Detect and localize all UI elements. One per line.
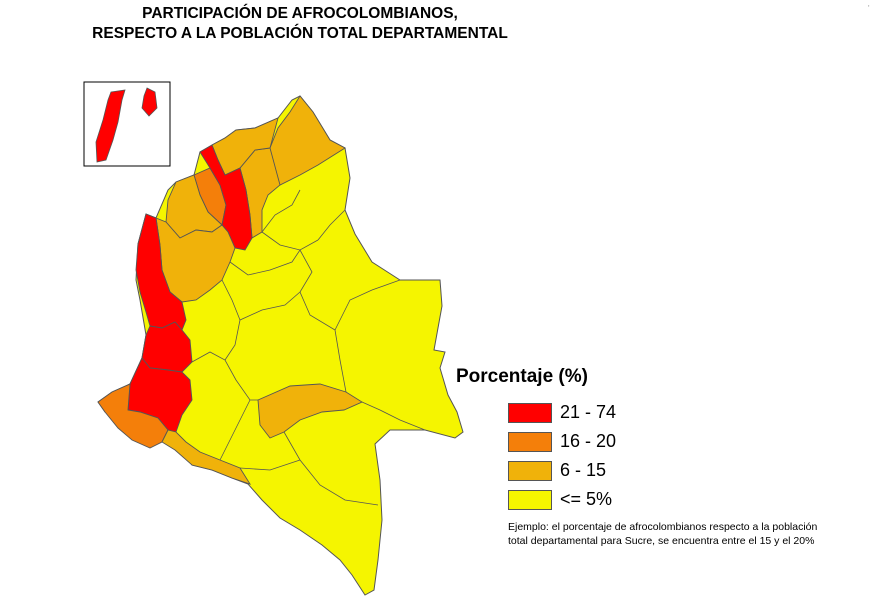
region-la-guajira xyxy=(267,95,346,186)
region-guaviare xyxy=(257,383,363,439)
title-line-2: RESPECTO A LA POBLACIÓN TOTAL DEPARTAMEN… xyxy=(92,25,508,42)
legend-swatch-21-74 xyxy=(508,403,552,423)
legend-item: 21 - 74 xyxy=(508,400,866,429)
department-borders xyxy=(191,189,426,506)
legend-swatch-16-20 xyxy=(508,432,552,452)
note-line-2: total departamental para Sucre, se encue… xyxy=(508,535,815,547)
region-san-andres xyxy=(95,89,126,163)
region-putumayo xyxy=(161,429,252,485)
legend-swatch-le-5 xyxy=(508,490,552,510)
legend-item: 16 - 20 xyxy=(508,429,866,458)
legend-label: 21 - 74 xyxy=(560,402,617,422)
region-bolivar xyxy=(199,144,253,251)
corner-mark: ' xyxy=(868,4,870,13)
legend-label: <= 5% xyxy=(560,489,613,509)
example-note: Ejemplo: el porcentaje de afrocolombiano… xyxy=(508,520,870,548)
legend-swatch-6-15 xyxy=(508,461,552,481)
map-title: PARTICIPACIÓN DE AFROCOLOMBIANOS, RESPEC… xyxy=(40,4,560,44)
note-line-1: Ejemplo: el porcentaje de afrocolombiano… xyxy=(508,521,818,533)
legend: Porcentaje (%) 21 - 74 16 - 20 6 - 15 <=… xyxy=(456,366,866,516)
region-providencia xyxy=(141,87,158,117)
legend-item: 6 - 15 xyxy=(508,458,866,487)
legend-item: <= 5% xyxy=(508,487,866,516)
legend-label: 6 - 15 xyxy=(560,460,607,480)
legend-label: 16 - 20 xyxy=(560,431,617,451)
legend-title: Porcentaje (%) xyxy=(456,366,588,387)
title-line-1: PARTICIPACIÓN DE AFROCOLOMBIANOS, xyxy=(142,5,458,22)
